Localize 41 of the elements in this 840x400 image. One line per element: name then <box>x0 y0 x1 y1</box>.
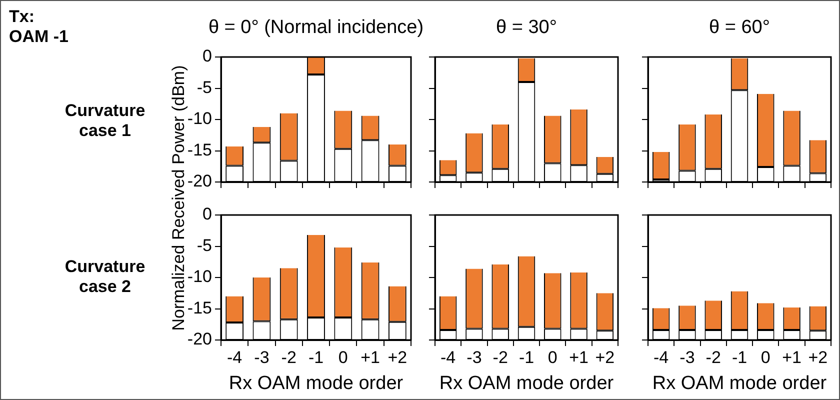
x-tick-label: -3 <box>466 348 482 367</box>
x-tick-label: -2 <box>706 348 721 367</box>
x-tick-label: -2 <box>492 348 508 367</box>
x-tick-label: -3 <box>254 348 270 367</box>
chart-title: θ = 60° <box>708 17 771 39</box>
x-tick-label: -1 <box>308 348 324 367</box>
x-tick-label: -1 <box>732 348 748 367</box>
x-axis-title: Rx OAM mode order <box>652 373 827 394</box>
y-tick-label: -10 <box>187 109 212 128</box>
y-tick-label: 0 <box>202 204 212 224</box>
x-tick-label: +1 <box>360 348 380 367</box>
y-tick-label: -20 <box>187 172 212 191</box>
y-tick-label: -15 <box>187 140 212 160</box>
x-tick-label: -3 <box>680 348 695 367</box>
y-tick-label: -5 <box>196 78 212 97</box>
y-tick-label: -15 <box>187 298 212 318</box>
x-tick-label: 0 <box>548 348 558 367</box>
x-tick-label: -1 <box>518 348 534 367</box>
x-tick-label: +1 <box>782 348 802 367</box>
text: Curvature case 2 <box>64 257 146 297</box>
y-tick-label: -20 <box>187 330 212 349</box>
x-tick-label: -4 <box>440 348 456 367</box>
x-tick-label: +2 <box>595 348 615 367</box>
x-axis-title: Rx OAM mode order <box>228 373 404 394</box>
x-tick-label: -4 <box>654 348 669 367</box>
x-tick-label: +2 <box>808 348 828 367</box>
text: Curvature case 1 <box>64 101 146 141</box>
x-tick-label: -4 <box>227 348 242 367</box>
x-tick-label: 0 <box>338 348 348 367</box>
y-tick-label: -5 <box>196 236 212 255</box>
x-axis-title: Rx OAM mode order <box>439 373 614 394</box>
chart-title: θ = 0° (Normal incidence) <box>207 17 425 39</box>
y-tick-label: -10 <box>187 267 212 286</box>
x-tick-label: -2 <box>281 348 296 367</box>
x-tick-label: +2 <box>388 348 408 367</box>
chart-title: θ = 30° <box>496 17 557 38</box>
text: Tx: OAM -1 <box>9 7 70 47</box>
y-tick-label: 0 <box>202 46 212 66</box>
y-axis-title: Normalized Received Power (dBm) <box>169 64 188 333</box>
x-tick-label: +1 <box>569 348 588 367</box>
x-tick-label: 0 <box>760 348 770 367</box>
